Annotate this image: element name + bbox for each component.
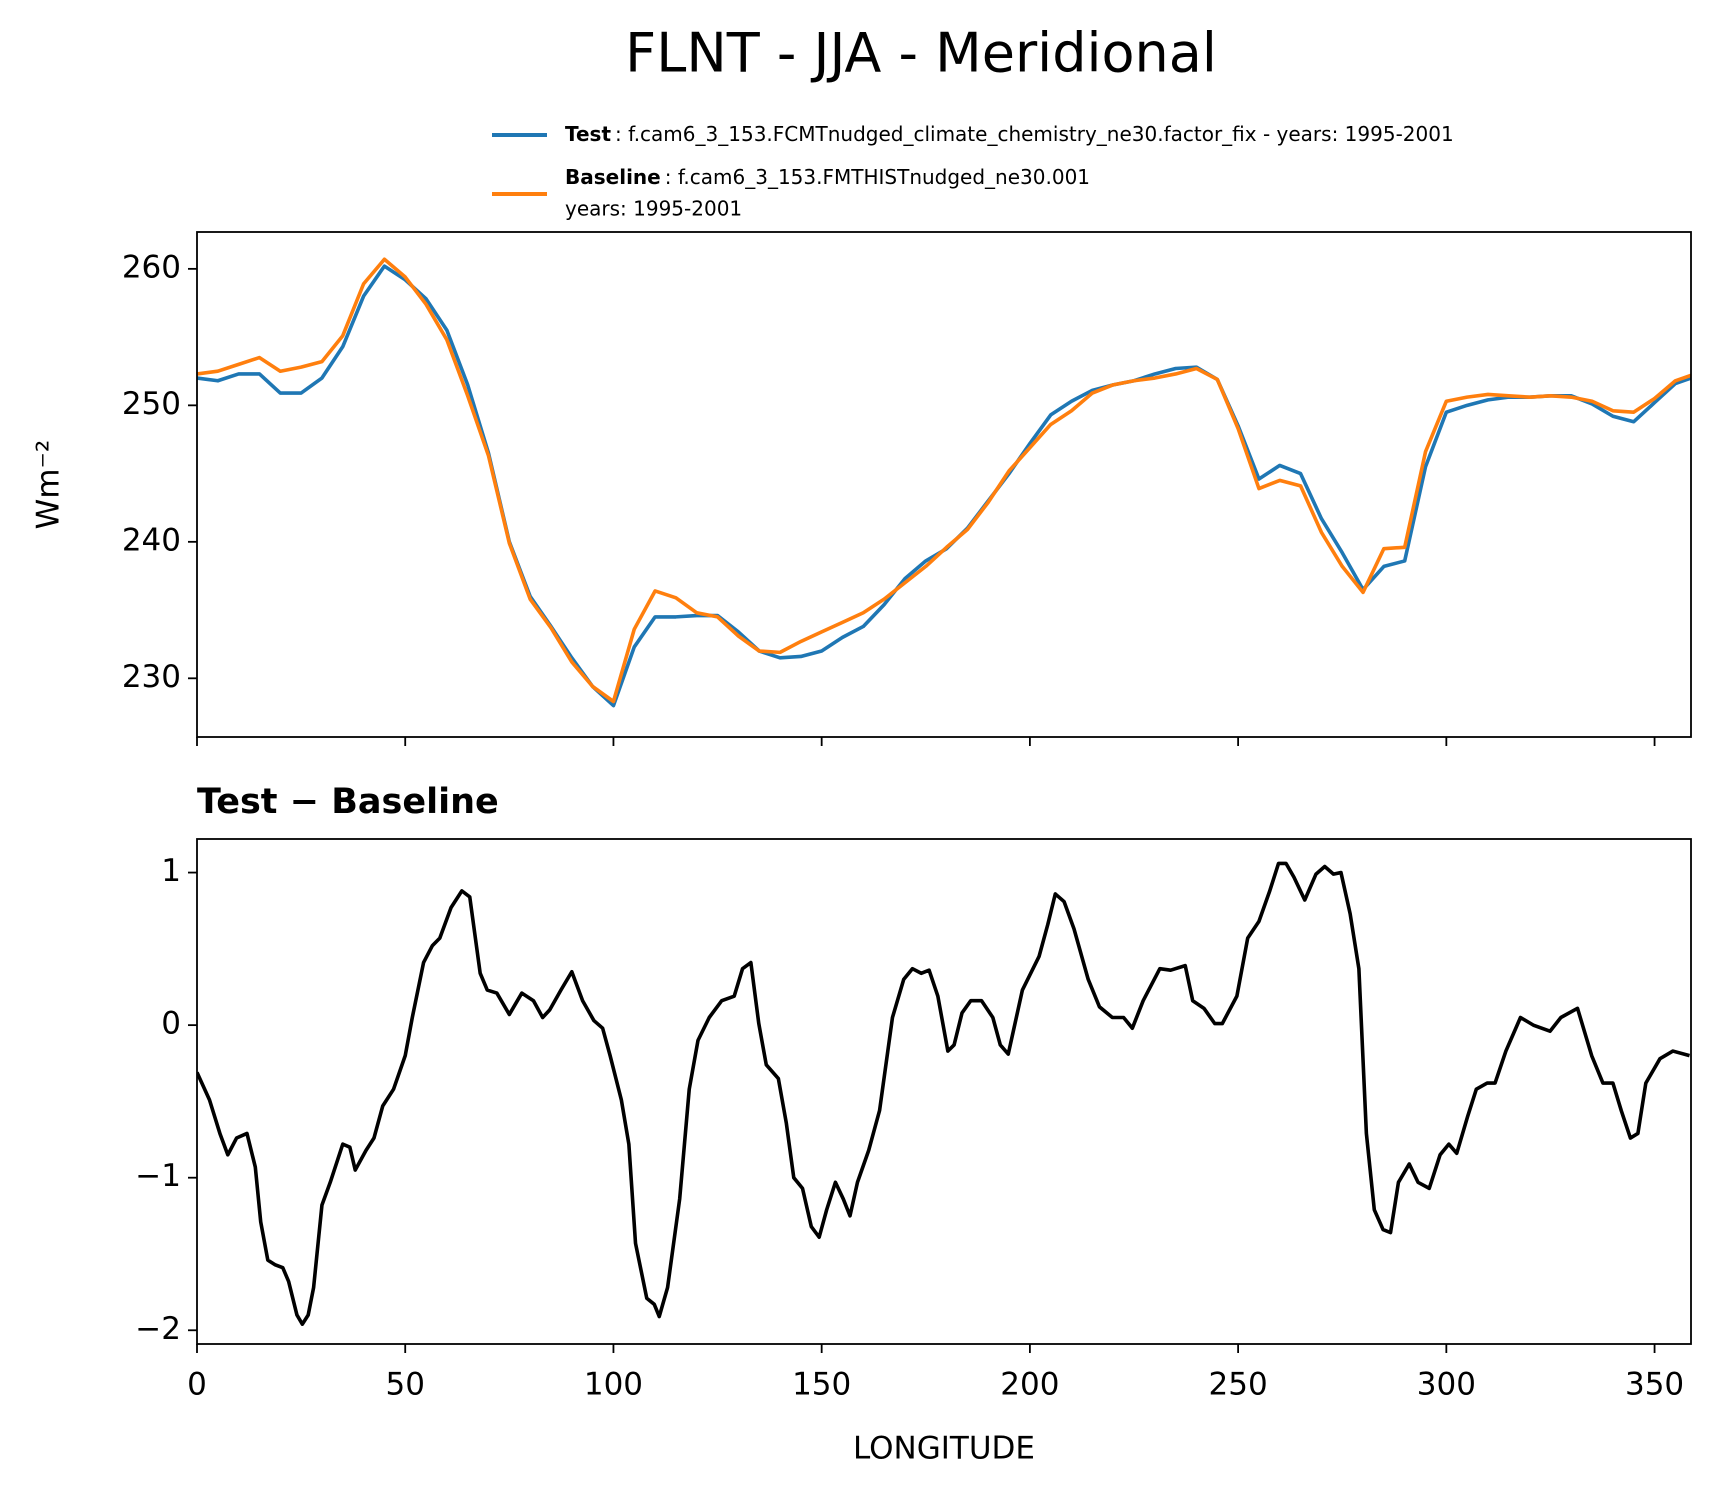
data-line	[197, 861, 1691, 1326]
y-tick-label: −2	[135, 1311, 181, 1347]
subplot-title: Test − Baseline	[197, 782, 499, 822]
y-tick-label: 250	[122, 386, 181, 422]
axes-frame	[196, 231, 1692, 738]
x-tick-label: 250	[1209, 1367, 1268, 1403]
y-axis-label: Wm⁻²	[31, 440, 67, 530]
x-tick-label: 300	[1417, 1367, 1476, 1403]
axes-frame	[196, 838, 1692, 1345]
y-tick-label: −1	[135, 1158, 181, 1194]
x-tick-label: 0	[187, 1367, 207, 1403]
x-tick-label: 350	[1625, 1367, 1684, 1403]
y-tick-label: 260	[122, 249, 181, 285]
legend-label: Baseline: f.cam6_3_153.FMTHISTnudged_ne3…	[565, 165, 1090, 189]
figure-title: FLNT - JJA - Meridional	[625, 22, 1217, 85]
legend-description: : f.cam6_3_153.FMTHISTnudged_ne30.001	[665, 165, 1090, 189]
y-tick-label: 1	[161, 853, 181, 889]
legend-name: Baseline	[565, 165, 661, 189]
y-tick-label: 240	[122, 522, 181, 558]
legend-label: Test: f.cam6_3_153.FCMTnudged_climate_ch…	[565, 122, 1454, 146]
x-axis-label: LONGITUDE	[853, 1431, 1035, 1467]
y-tick-label: 0	[161, 1006, 181, 1042]
legend-description-line: years: 1995-2001	[565, 197, 742, 221]
x-tick-label: 150	[792, 1367, 851, 1403]
x-tick-label: 100	[584, 1367, 643, 1403]
legend-name: Test	[565, 122, 611, 146]
legend-description: : f.cam6_3_153.FCMTnudged_climate_chemis…	[615, 122, 1454, 146]
y-tick-label: 230	[122, 659, 181, 695]
data-line	[197, 257, 1691, 704]
x-tick-label: 200	[1000, 1367, 1059, 1403]
x-tick-label: 50	[385, 1367, 424, 1403]
